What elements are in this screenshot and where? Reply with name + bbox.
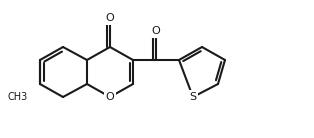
Text: O: O — [106, 13, 114, 23]
Text: O: O — [152, 26, 160, 36]
Text: S: S — [189, 92, 197, 102]
Text: CH3: CH3 — [8, 92, 28, 102]
Text: O: O — [106, 92, 114, 102]
